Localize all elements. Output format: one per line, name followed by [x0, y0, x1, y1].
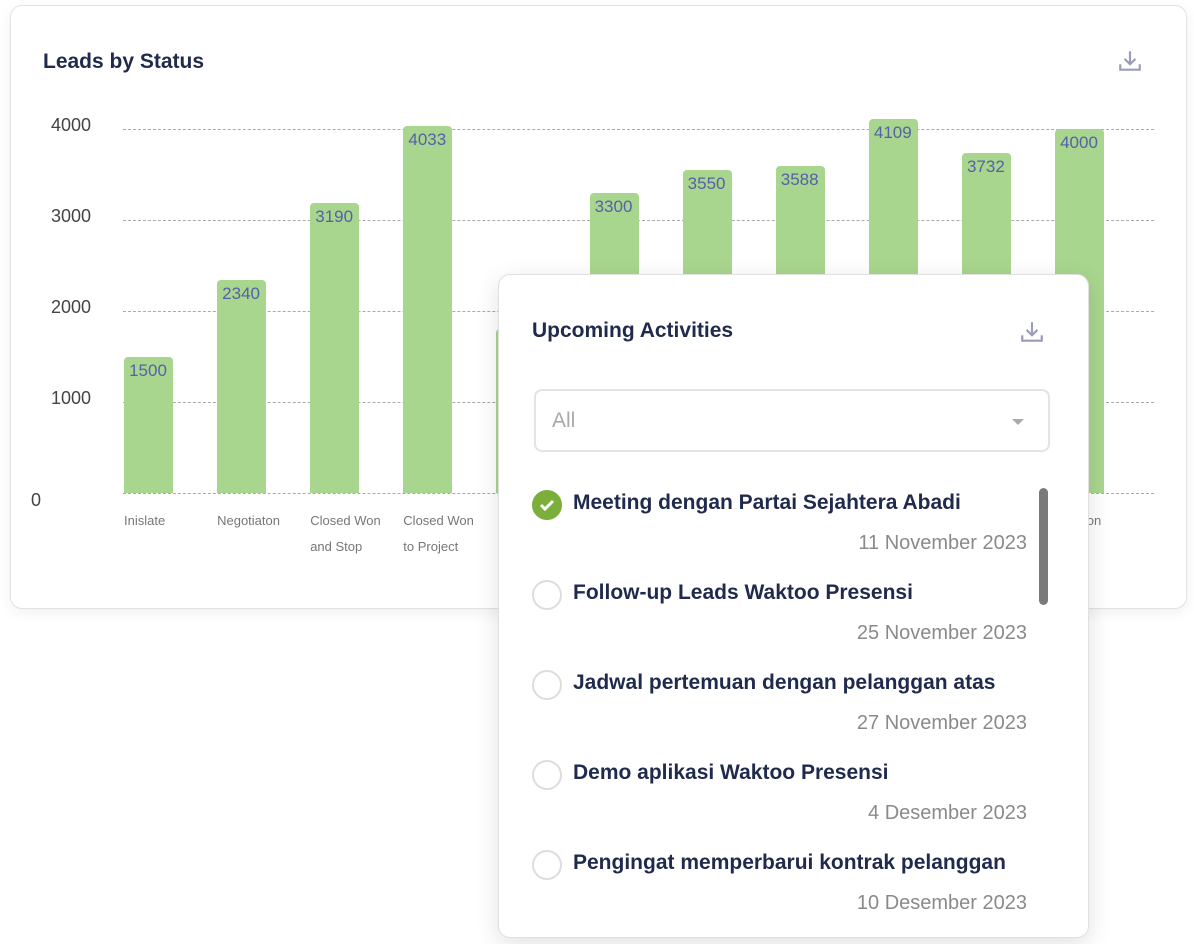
activity-date: 11 November 2023	[858, 532, 1027, 554]
bar-value-label: 3588	[780, 170, 819, 190]
activity-item[interactable]: Meeting dengan Partai Sejahtera Abadi 11 …	[532, 488, 1062, 578]
download-icon[interactable]	[1117, 48, 1143, 74]
activity-date: 10 Desember 2023	[856, 892, 1027, 914]
unchecked-circle-icon[interactable]	[532, 760, 562, 790]
activity-title: Follow-up Leads Waktoo Presensi	[573, 581, 913, 604]
activity-title: Jadwal pertemuan dengan pelanggan atas	[573, 671, 996, 694]
chart-title: Leads by Status	[43, 50, 205, 73]
bar-value-label: 3550	[687, 173, 726, 193]
bar	[310, 202, 360, 493]
activity-item[interactable]: Jadwal pertemuan dengan pelanggan atas 27…	[532, 668, 1062, 758]
unchecked-circle-icon[interactable]	[532, 850, 562, 880]
bar-value-label: 1500	[129, 360, 167, 380]
bar-value-label: 3732	[966, 157, 1005, 177]
category-label: Negotiaton	[217, 513, 280, 528]
activity-item[interactable]: Pengingat memperbarui kontrak pelanggan 1…	[532, 848, 1062, 937]
y-tick-label: 3000	[50, 206, 91, 226]
bar-value-label: 4033	[408, 129, 447, 149]
activity-item[interactable]: Demo aplikasi Waktoo Presensi 4 Desember …	[532, 758, 1062, 848]
activities-title: Upcoming Activities	[532, 319, 734, 342]
bar	[217, 280, 267, 493]
bar-value-label: 2340	[222, 284, 260, 304]
bar	[403, 125, 453, 493]
activity-title: Pengingat memperbarui kontrak pelanggan	[573, 851, 1006, 874]
activity-title: Meeting dengan Partai Sejahtera Abadi	[573, 491, 961, 514]
category-label: Inislate	[124, 513, 166, 528]
bar-value-label: 4109	[873, 123, 912, 143]
y-tick-label: 0	[30, 490, 41, 510]
category-label: Closed Won and Stop	[310, 513, 381, 554]
bar-value-label: 4000	[1060, 133, 1098, 152]
activity-date: 4 Desember 2023	[868, 802, 1027, 824]
download-icon[interactable]	[1019, 319, 1045, 345]
activity-date: 25 November 2023	[856, 622, 1027, 644]
activity-date: 27 November 2023	[856, 712, 1027, 734]
gridline	[123, 220, 1154, 221]
activity-filter-select[interactable]: All	[534, 389, 1050, 452]
y-tick-label: 1000	[50, 388, 91, 408]
filter-value: All	[552, 409, 576, 432]
bar-value-label: 3300	[594, 196, 633, 216]
bar	[124, 356, 173, 493]
checked-circle-icon[interactable]	[532, 490, 562, 520]
unchecked-circle-icon[interactable]	[532, 580, 562, 610]
y-tick-label: 4000	[50, 115, 91, 135]
scrollbar[interactable]	[1039, 488, 1048, 605]
unchecked-circle-icon[interactable]	[532, 670, 562, 700]
category-label: Closed Won to Project	[403, 513, 474, 554]
upcoming-activities-panel: Upcoming Activities All Meeting dengan P…	[498, 274, 1089, 938]
chevron-down-icon	[1012, 419, 1024, 425]
activity-title: Demo aplikasi Waktoo Presensi	[573, 761, 889, 784]
gridline	[123, 129, 1154, 130]
y-tick-label: 2000	[50, 297, 91, 317]
activity-item[interactable]: Follow-up Leads Waktoo Presensi 25 Novemb…	[532, 578, 1062, 668]
bar-value-label: 3190	[315, 206, 354, 226]
